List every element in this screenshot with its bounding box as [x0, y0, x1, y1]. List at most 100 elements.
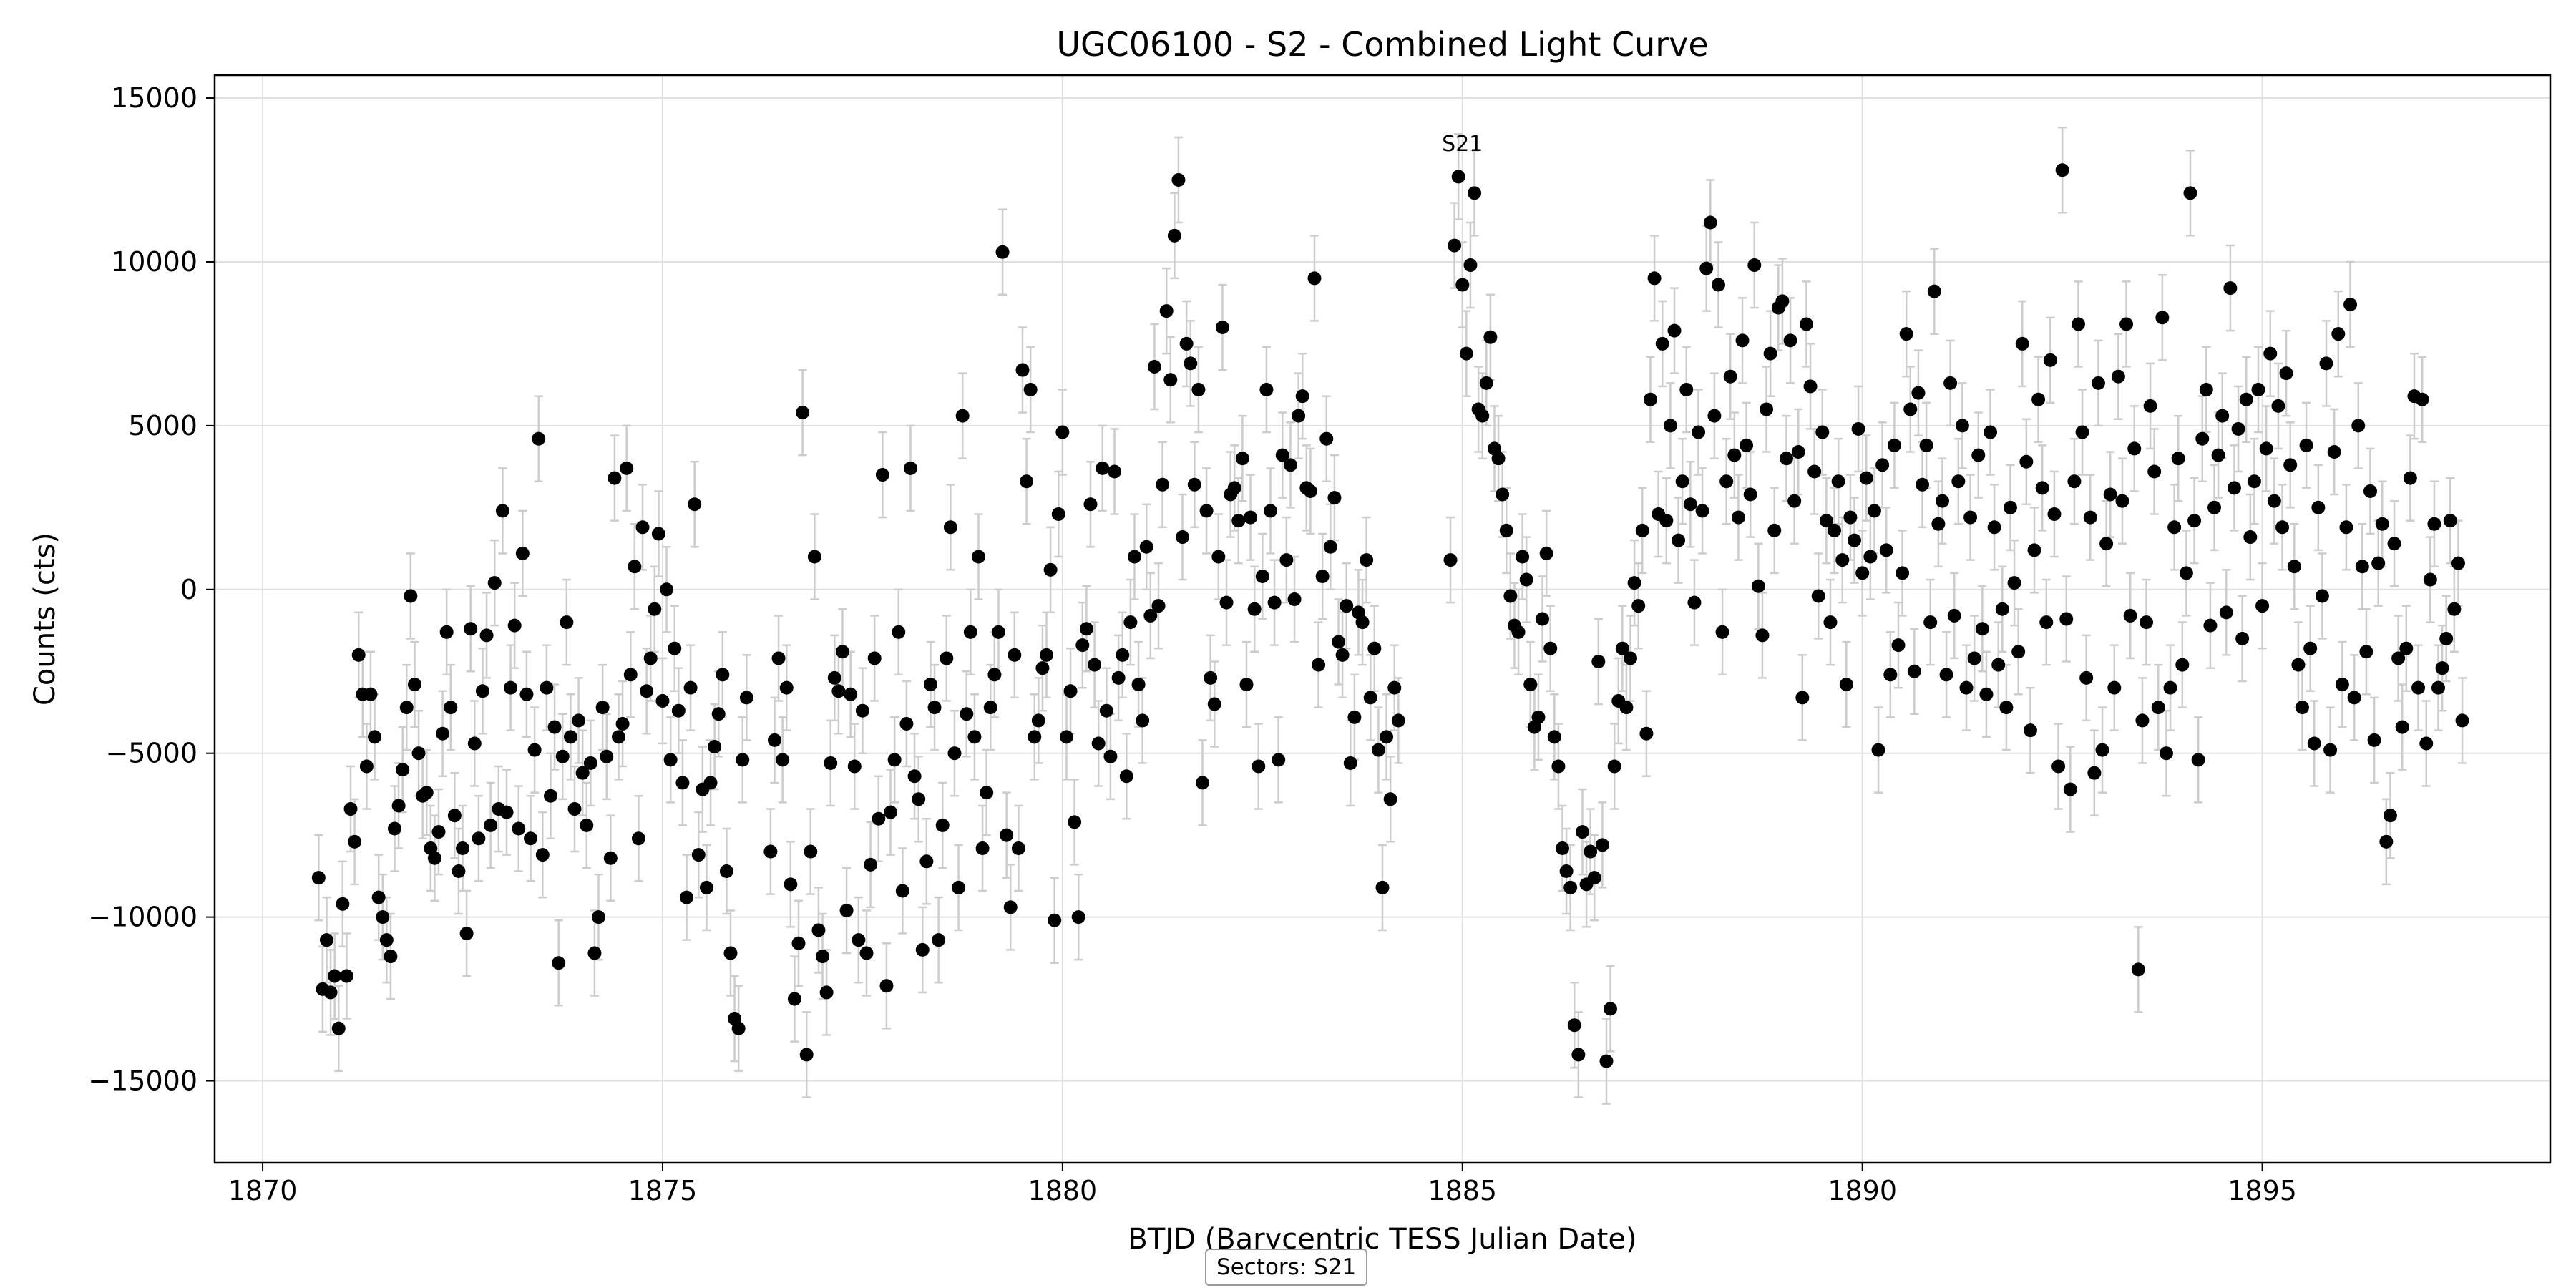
data-points — [311, 163, 2469, 1068]
data-point — [2079, 670, 2094, 685]
data-point — [1367, 641, 1382, 655]
y-tick-label: 0 — [180, 574, 197, 605]
data-point — [1127, 550, 1141, 564]
data-point — [947, 746, 962, 761]
data-point — [2135, 713, 2150, 728]
data-point — [2427, 517, 2441, 531]
data-point — [1719, 474, 1734, 489]
data-point — [1443, 553, 1458, 567]
data-point — [1899, 327, 1913, 341]
data-point — [919, 854, 934, 869]
data-point — [1163, 373, 1178, 387]
data-point — [943, 520, 957, 535]
data-point — [1463, 258, 1478, 273]
data-point — [2131, 962, 2145, 977]
data-point — [1191, 383, 1206, 397]
data-point — [1584, 844, 1598, 859]
data-point — [1647, 271, 1662, 286]
data-point — [987, 668, 1002, 682]
plot-frame — [213, 74, 2552, 1164]
data-point — [1811, 589, 1825, 603]
data-point — [512, 821, 526, 836]
data-point — [2119, 317, 2134, 331]
data-point — [2283, 458, 2298, 472]
data-point — [1571, 1048, 1586, 1062]
data-point — [932, 933, 946, 947]
data-point — [2047, 507, 2062, 521]
data-point — [799, 1048, 814, 1062]
data-point — [2219, 605, 2233, 620]
data-point — [1619, 701, 1634, 715]
data-point — [1227, 481, 1241, 495]
data-point — [2215, 409, 2230, 423]
data-point — [2391, 651, 2406, 665]
data-point — [1783, 333, 1797, 348]
data-point — [2367, 733, 2381, 747]
data-point — [1108, 464, 1122, 479]
data-point — [991, 625, 1005, 639]
data-point — [600, 749, 614, 763]
data-point — [1167, 228, 1181, 243]
data-point — [1491, 452, 1506, 466]
data-point — [1935, 494, 1949, 508]
data-point — [1287, 592, 1302, 607]
data-point — [1755, 628, 1770, 643]
data-point — [819, 985, 834, 1000]
data-point — [2207, 500, 2222, 514]
data-point — [407, 678, 421, 692]
data-point — [2343, 297, 2358, 311]
data-point — [688, 497, 702, 512]
data-point — [1136, 713, 1150, 728]
data-point — [532, 431, 546, 446]
data-point — [2063, 782, 2077, 796]
data-point — [2199, 383, 2213, 397]
data-point — [2187, 514, 2202, 528]
data-point — [995, 245, 1010, 259]
data-point — [1907, 664, 1921, 678]
data-point — [1947, 608, 1961, 623]
data-point — [608, 471, 622, 485]
data-point — [479, 628, 494, 643]
data-point — [1607, 759, 1621, 774]
y-axis-ticks: −15000 −10000 −5000 0 5000 10000 15000 — [88, 82, 215, 1097]
data-point — [2395, 720, 2409, 734]
data-point — [2451, 556, 2465, 570]
data-point — [875, 468, 889, 482]
data-point — [1543, 641, 1558, 655]
data-point — [1151, 599, 1166, 613]
data-point — [1883, 668, 1898, 682]
data-point — [1855, 566, 1870, 580]
data-point — [611, 730, 625, 744]
data-point — [1939, 668, 1953, 682]
data-point — [2351, 419, 2366, 433]
data-point — [895, 884, 909, 898]
data-point — [1747, 258, 1762, 273]
data-point — [1156, 477, 1170, 492]
data-point — [739, 691, 753, 705]
data-point — [1879, 543, 1893, 557]
data-point — [2307, 736, 2321, 751]
data-point — [1536, 612, 1550, 626]
data-point — [1319, 431, 1334, 446]
data-point — [1335, 648, 1350, 662]
data-point — [955, 409, 970, 423]
data-point — [1116, 648, 1130, 662]
data-point — [1591, 655, 1606, 669]
data-point — [1839, 678, 1853, 692]
data-point — [1176, 530, 1190, 545]
data-point — [2023, 723, 2037, 738]
data-point — [960, 707, 974, 721]
data-point — [1803, 379, 1818, 394]
data-point — [1575, 825, 1589, 839]
data-point — [1071, 910, 1085, 924]
x-tick-label: 1885 — [1428, 1175, 1497, 1206]
data-point — [763, 844, 778, 859]
data-point — [1147, 359, 1161, 374]
data-point — [2095, 743, 2109, 757]
data-point — [2415, 392, 2429, 406]
data-point — [824, 756, 838, 770]
data-point — [1715, 625, 1729, 639]
data-point — [703, 776, 718, 790]
data-point — [1903, 402, 1918, 416]
data-point — [1099, 703, 1113, 718]
